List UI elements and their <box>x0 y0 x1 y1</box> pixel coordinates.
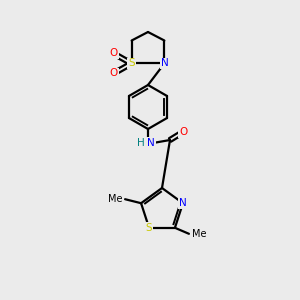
Text: O: O <box>110 49 118 58</box>
Text: N: N <box>147 138 155 148</box>
Text: S: S <box>128 58 135 68</box>
Text: H: H <box>137 138 145 148</box>
Text: O: O <box>110 68 118 79</box>
Text: Me: Me <box>108 194 122 204</box>
Text: O: O <box>179 127 187 137</box>
Text: N: N <box>160 58 168 68</box>
Text: Me: Me <box>192 229 206 239</box>
Text: S: S <box>146 223 152 233</box>
Text: N: N <box>179 198 187 208</box>
